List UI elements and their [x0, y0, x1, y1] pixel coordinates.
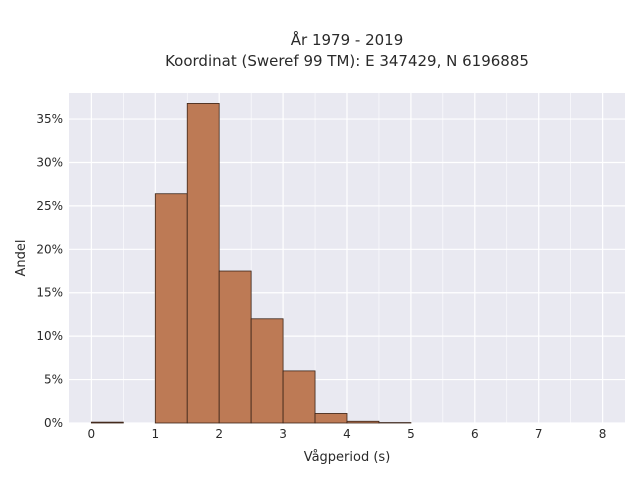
chart-title-line-2: Koordinat (Sweref 99 TM): E 347429, N 61… [165, 52, 529, 70]
histogram-bars [90, 103, 412, 424]
y-axis-label: Andel [14, 240, 29, 277]
x-tick-label: 5 [407, 427, 415, 441]
y-tick-label: 10% [36, 329, 63, 343]
x-tick-label: 8 [599, 427, 607, 441]
x-tick-label: 2 [215, 427, 223, 441]
y-tick-label: 30% [36, 155, 63, 169]
chart-title-line-1: År 1979 - 2019 [291, 30, 404, 49]
histogram-bar [218, 270, 252, 424]
y-tick-label: 0% [44, 416, 63, 430]
x-tick-label: 0 [88, 427, 96, 441]
grid-lines [69, 93, 625, 424]
histogram-bar [250, 318, 284, 424]
y-axis-ticks: 0% 5% 10% 15% 20% 25% 30% 35% [36, 112, 63, 430]
x-tick-label: 4 [343, 427, 351, 441]
histogram-bar [186, 103, 220, 424]
histogram-bar [314, 413, 348, 424]
histogram-bar [154, 193, 188, 424]
y-tick-label: 15% [36, 286, 63, 300]
y-tick-label: 20% [36, 242, 63, 256]
y-tick-label: 5% [44, 373, 63, 387]
histogram-bar [90, 421, 124, 424]
x-axis-ticks: 0 1 2 3 4 5 6 7 8 [88, 427, 607, 441]
histogram-bar [346, 420, 380, 424]
y-tick-label: 35% [36, 112, 63, 126]
x-tick-label: 3 [279, 427, 287, 441]
x-tick-label: 1 [151, 427, 159, 441]
x-tick-label: 7 [535, 427, 543, 441]
x-axis-label: Vågperiod (s) [304, 450, 391, 465]
histogram-bar [282, 370, 316, 424]
x-tick-label: 6 [471, 427, 479, 441]
y-tick-label: 25% [36, 199, 63, 213]
